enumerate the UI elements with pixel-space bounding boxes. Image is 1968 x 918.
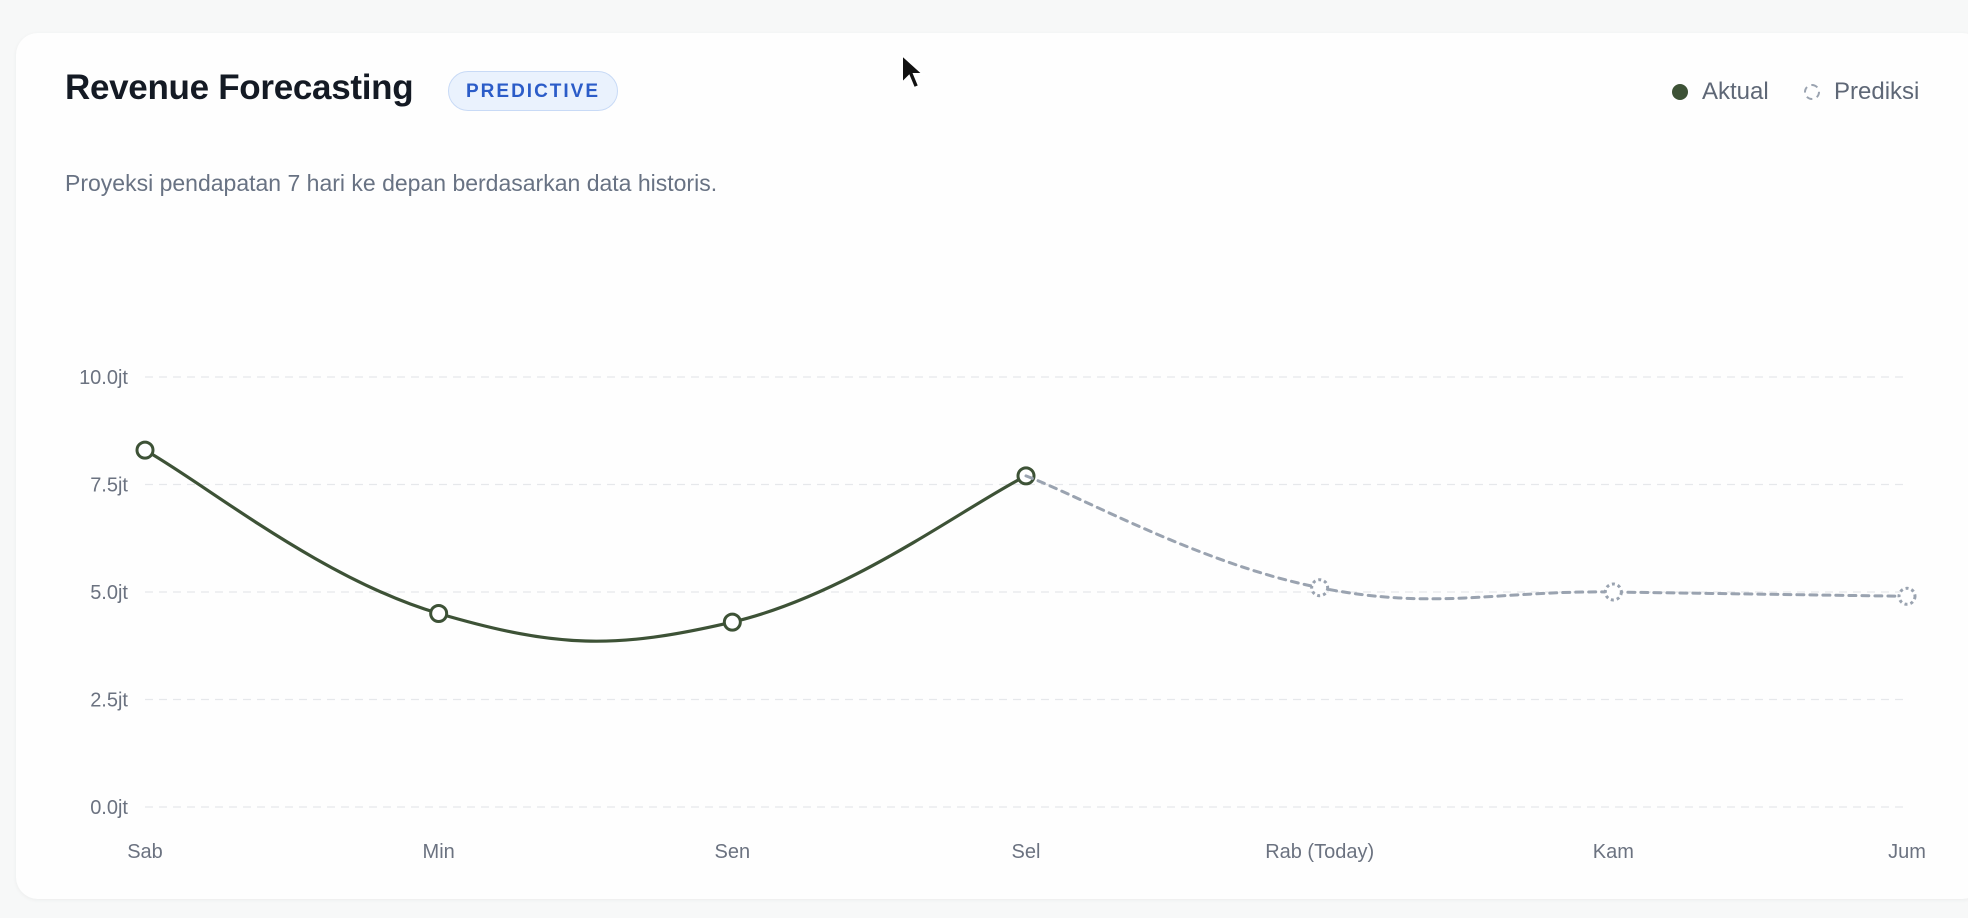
legend-actual-swatch [1672,84,1688,100]
card-title: Revenue Forecasting [65,68,414,107]
legend-prediction-swatch [1804,84,1820,100]
legend-prediction-label: Prediksi [1834,78,1920,105]
x-tick-label: Jum [1888,841,1926,863]
x-tick-label: Kam [1593,841,1634,863]
y-tick-label: 2.5jt [90,690,128,712]
prediction-line [1024,474,1909,601]
x-tick-label: Rab (Today) [1265,841,1374,863]
actual-point [722,612,742,632]
actual-point [429,604,449,623]
x-tick-label: Sen [715,841,751,863]
x-tick-label: Min [423,841,455,863]
y-tick-label: 5.0jt [90,582,128,604]
prediction-point [1310,578,1330,598]
actual-point [135,440,155,460]
y-tick-label: 7.5jt [90,475,128,497]
card-subtitle: Proyeksi pendapatan 7 hari ke depan berd… [65,170,718,196]
legend-item-prediction[interactable]: Prediksi [1804,78,1919,106]
x-tick-label: Sab [127,841,163,863]
prediction-point [1897,586,1917,606]
legend-item-actual[interactable]: Aktual [1672,78,1769,106]
mouse-pointer-icon [901,53,926,90]
prediction-point [1603,582,1623,602]
y-tick-label: 10.0jt [79,367,128,389]
predictive-badge: PREDICTIVE [448,71,619,111]
x-tick-label: Sel [1012,841,1041,863]
y-tick-label: 0.0jt [90,797,128,819]
revenue-forecast-card [16,33,1968,899]
actual-line [143,448,1028,643]
legend-actual-label: Aktual [1702,78,1769,105]
